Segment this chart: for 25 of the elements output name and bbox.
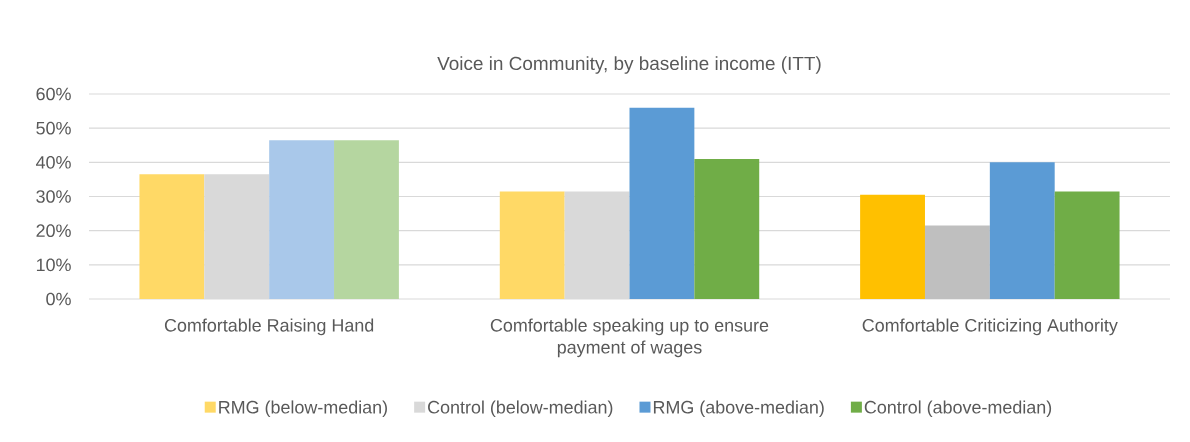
bar xyxy=(499,191,565,299)
legend-label: RMG (above-median) xyxy=(653,400,824,418)
x-tick-label: Comfortable Criticizing Authority xyxy=(862,318,1118,336)
x-tick-label: Comfortable speaking up to ensure payment of wages xyxy=(490,318,769,358)
y-tick-label: 50% xyxy=(36,121,71,135)
legend-label: RMG (below-median) xyxy=(219,400,387,418)
y-tick-label: 10% xyxy=(36,258,71,272)
bar xyxy=(860,194,925,299)
chart-title: Voice in Community, by baseline income (ITT) xyxy=(437,56,821,74)
y-tick-label: 40% xyxy=(35,155,71,169)
y-tick-label: 0% xyxy=(46,292,71,306)
bar xyxy=(989,162,1055,299)
legend-label: Control (above-median) xyxy=(864,400,1052,418)
y-tick-label: 30% xyxy=(36,190,71,203)
bar xyxy=(334,140,399,299)
bar xyxy=(1054,191,1120,299)
bar xyxy=(139,174,205,299)
y-tick-label: 20% xyxy=(36,224,71,238)
y-tick-label: 60% xyxy=(36,87,71,101)
bar xyxy=(629,107,695,299)
bar xyxy=(269,140,335,299)
bar xyxy=(924,225,990,299)
legend-label: Control (below-median) xyxy=(428,400,613,418)
x-tick-label: Comfortable Raising Hand xyxy=(164,318,374,336)
bar xyxy=(694,158,760,299)
